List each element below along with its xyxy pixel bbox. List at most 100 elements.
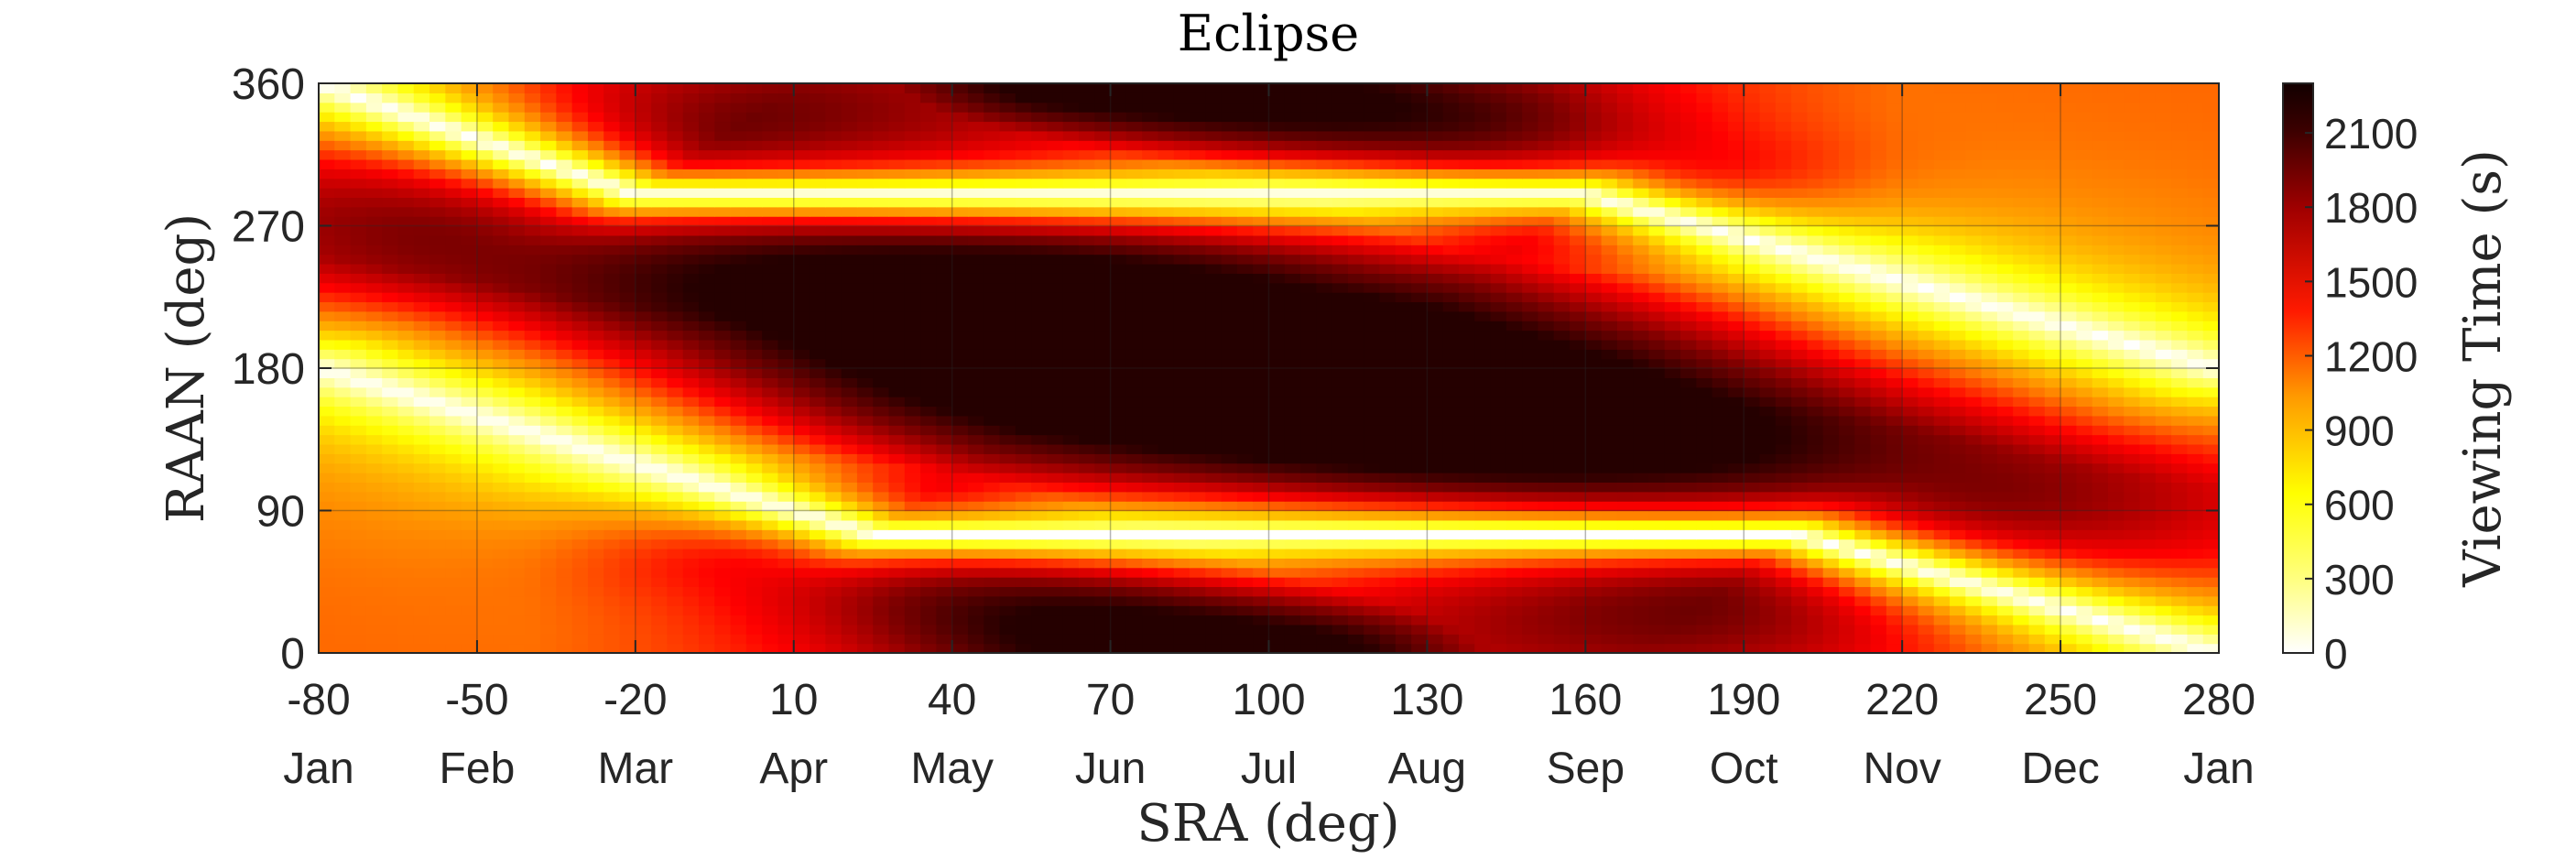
heat-cell bbox=[1902, 415, 1919, 426]
heat-cell bbox=[777, 425, 795, 436]
heat-cell bbox=[1442, 643, 1460, 654]
heat-cell bbox=[745, 330, 763, 341]
heat-cell bbox=[2076, 482, 2093, 493]
heat-cell bbox=[2107, 282, 2125, 293]
heat-cell bbox=[1807, 529, 1824, 540]
heat-cell bbox=[429, 321, 446, 332]
heat-cell bbox=[413, 415, 430, 426]
heat-cell bbox=[1712, 558, 1729, 569]
heat-cell bbox=[2124, 519, 2141, 530]
heat-cell bbox=[2060, 415, 2077, 426]
heat-cell bbox=[873, 624, 890, 635]
heat-cell bbox=[1648, 358, 1666, 369]
heat-cell bbox=[1316, 386, 1333, 397]
heat-cell bbox=[1886, 519, 1903, 530]
heat-cell bbox=[1427, 519, 1444, 530]
heat-cell bbox=[334, 453, 352, 464]
heat-cell bbox=[1965, 510, 1983, 521]
heat-cell bbox=[1886, 558, 1903, 569]
heat-cell bbox=[2187, 443, 2204, 454]
heat-cell bbox=[999, 254, 1016, 265]
heat-cell bbox=[1902, 282, 1919, 293]
heat-cell bbox=[1427, 538, 1444, 549]
heat-cell bbox=[2171, 595, 2189, 606]
heat-cell bbox=[1965, 349, 1983, 360]
heat-cell bbox=[1996, 643, 2014, 654]
heat-cell bbox=[1570, 605, 1586, 616]
heat-cell bbox=[571, 529, 589, 540]
heat-cell bbox=[1253, 634, 1270, 645]
heat-cell bbox=[730, 415, 747, 426]
heat-cell bbox=[1190, 273, 1206, 284]
heat-cell bbox=[2171, 586, 2189, 597]
heat-cell bbox=[524, 377, 541, 388]
heat-cell bbox=[2044, 529, 2061, 540]
heat-cell bbox=[967, 605, 984, 616]
heat-cell bbox=[1570, 377, 1586, 388]
heat-cell bbox=[382, 358, 399, 369]
heat-cell bbox=[1236, 519, 1254, 530]
heat-cell bbox=[1570, 482, 1586, 493]
heat-cell bbox=[1775, 339, 1792, 350]
heat-cell bbox=[1190, 349, 1206, 360]
heat-cell bbox=[810, 453, 826, 464]
heat-cell bbox=[2092, 386, 2109, 397]
heat-cell bbox=[1253, 386, 1270, 397]
heat-cell bbox=[1633, 415, 1650, 426]
heat-cell bbox=[524, 501, 541, 512]
heat-cell bbox=[1950, 595, 1966, 606]
heat-cell bbox=[365, 282, 383, 293]
heat-cell bbox=[1490, 321, 1507, 332]
heat-cell bbox=[1712, 434, 1729, 445]
heat-cell bbox=[699, 282, 715, 293]
heat-cell bbox=[461, 510, 478, 521]
heat-cell bbox=[984, 453, 1001, 464]
heat-cell bbox=[873, 434, 890, 445]
heat-cell bbox=[2124, 529, 2141, 540]
heat-cell bbox=[1284, 453, 1301, 464]
heat-cell bbox=[841, 415, 858, 426]
heat-cell bbox=[2187, 273, 2204, 284]
heat-cell bbox=[476, 368, 494, 378]
heat-cell bbox=[413, 558, 430, 569]
heat-cell bbox=[1822, 425, 1840, 436]
heat-cell bbox=[999, 473, 1016, 483]
heat-cell bbox=[1427, 339, 1444, 350]
heat-cell bbox=[1965, 443, 1983, 454]
heat-cell bbox=[1807, 501, 1824, 512]
heat-cell bbox=[2107, 397, 2125, 408]
heat-cell bbox=[1822, 301, 1840, 312]
heat-cell bbox=[1886, 643, 1903, 654]
heat-cell bbox=[1822, 491, 1840, 502]
heat-cell bbox=[1585, 377, 1603, 388]
heat-cell bbox=[413, 339, 430, 350]
heat-cell bbox=[1316, 577, 1333, 588]
heat-cell bbox=[1236, 501, 1254, 512]
heat-cell bbox=[476, 605, 494, 616]
heat-cell bbox=[2107, 301, 2125, 312]
heat-cell bbox=[2155, 434, 2172, 445]
heat-cell bbox=[619, 462, 636, 473]
heat-cell bbox=[2139, 529, 2157, 540]
heat-cell bbox=[476, 273, 494, 284]
heat-cell bbox=[1696, 349, 1713, 360]
heat-cell bbox=[2155, 330, 2172, 341]
heat-cell bbox=[651, 462, 668, 473]
heat-cell bbox=[1142, 567, 1159, 578]
heat-cell bbox=[1648, 386, 1666, 397]
heat-cell bbox=[1094, 519, 1112, 530]
heat-cell bbox=[556, 558, 573, 569]
heat-cell bbox=[413, 529, 430, 540]
heat-cell bbox=[2155, 282, 2172, 293]
heat-cell bbox=[1918, 301, 1935, 312]
heat-cell bbox=[999, 586, 1016, 597]
heat-cell bbox=[984, 643, 1001, 654]
heat-cell bbox=[2028, 406, 2046, 417]
heat-cell bbox=[1284, 624, 1301, 635]
heat-cell bbox=[1490, 358, 1507, 369]
heat-cell bbox=[1253, 434, 1270, 445]
heat-cell bbox=[2139, 453, 2157, 464]
heat-cell bbox=[1173, 368, 1190, 378]
heat-cell bbox=[1142, 349, 1159, 360]
heat-cell bbox=[524, 339, 541, 350]
